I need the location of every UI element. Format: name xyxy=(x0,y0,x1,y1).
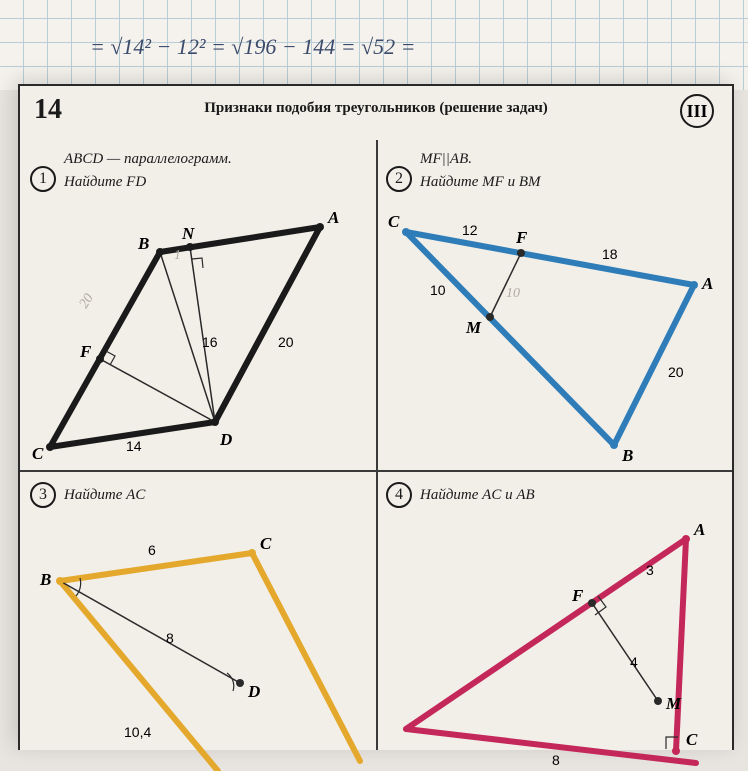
svg-text:M: M xyxy=(665,694,682,713)
problem-3: 3 Найдите AC B C D xyxy=(20,470,376,750)
problem-4-line1: Найдите AC и AB xyxy=(420,487,535,503)
problem-1: 1 ABCD — параллелограмм. Найдите FD xyxy=(20,140,376,470)
figure-2: C A B F M 12 18 10 20 10 xyxy=(376,197,732,457)
figure-3: B C D 6 8 10,4 xyxy=(20,511,376,771)
svg-text:18: 18 xyxy=(602,246,618,262)
svg-text:C: C xyxy=(260,534,272,553)
svg-text:4: 4 xyxy=(630,654,638,670)
problem-1-line2: Найдите FD xyxy=(64,174,146,190)
problem-2-line2: Найдите MF и BM xyxy=(420,174,540,190)
problem-3-badge: 3 xyxy=(30,482,56,508)
problem-1-num: 1 xyxy=(39,167,47,191)
svg-text:1: 1 xyxy=(174,248,181,263)
svg-text:M: M xyxy=(465,318,482,337)
svg-text:F: F xyxy=(79,342,92,361)
svg-text:20: 20 xyxy=(668,364,684,380)
svg-text:D: D xyxy=(219,430,232,449)
svg-text:10: 10 xyxy=(506,286,520,301)
problem-3-line1: Найдите AC xyxy=(64,487,145,503)
problem-2-line1: MF||AB. xyxy=(420,151,472,167)
svg-text:20: 20 xyxy=(77,291,97,311)
svg-text:A: A xyxy=(693,520,705,539)
problem-3-num: 3 xyxy=(39,483,47,507)
svg-text:A: A xyxy=(701,274,713,293)
problem-4-text: 4 Найдите AC и AB xyxy=(376,470,732,511)
problem-grid: 1 ABCD — параллелограмм. Найдите FD xyxy=(20,140,732,750)
svg-text:10: 10 xyxy=(430,282,446,298)
problem-4-num: 4 xyxy=(395,483,403,507)
svg-text:C: C xyxy=(32,444,44,463)
figure-1: A B N C D F 16 20 14 20 1 xyxy=(20,197,376,457)
problem-2-badge: 2 xyxy=(386,166,412,192)
problem-4-badge: 4 xyxy=(386,482,412,508)
svg-text:C: C xyxy=(686,730,698,749)
svg-text:N: N xyxy=(181,224,195,243)
svg-text:20: 20 xyxy=(278,334,294,350)
svg-text:10,4: 10,4 xyxy=(124,724,151,740)
svg-text:8: 8 xyxy=(166,630,174,646)
svg-text:F: F xyxy=(571,586,584,605)
svg-text:D: D xyxy=(247,682,260,701)
svg-text:B: B xyxy=(621,446,633,465)
svg-text:3: 3 xyxy=(646,562,654,578)
svg-text:B: B xyxy=(39,570,51,589)
svg-text:8: 8 xyxy=(552,752,560,768)
svg-text:F: F xyxy=(515,228,528,247)
problem-1-line1: ABCD — параллелограмм. xyxy=(64,151,232,167)
svg-text:14: 14 xyxy=(126,438,142,454)
textbook-page: 14 III Признаки подобия треугольников (р… xyxy=(18,84,734,750)
svg-text:A: A xyxy=(327,208,339,227)
problem-1-badge: 1 xyxy=(30,166,56,192)
svg-text:C: C xyxy=(388,212,400,231)
figure-4: A F M C 3 4 8 xyxy=(376,511,732,771)
svg-text:12: 12 xyxy=(462,222,478,238)
svg-text:6: 6 xyxy=(148,542,156,558)
problem-1-text: 1 ABCD — параллелограмм. Найдите FD xyxy=(20,140,376,197)
page-title: Признаки подобия треугольников (решение … xyxy=(20,100,732,117)
problem-2-num: 2 xyxy=(395,167,403,191)
problem-2: 2 MF||AB. Найдите MF и BM C A B F xyxy=(376,140,732,470)
problem-4: 4 Найдите AC и AB A xyxy=(376,470,732,750)
handwritten-formula: = √14² − 12² = √196 − 144 = √52 = xyxy=(90,34,416,60)
svg-text:B: B xyxy=(137,234,149,253)
problem-2-text: 2 MF||AB. Найдите MF и BM xyxy=(376,140,732,197)
problem-3-text: 3 Найдите AC xyxy=(20,470,376,511)
svg-text:16: 16 xyxy=(202,334,218,350)
